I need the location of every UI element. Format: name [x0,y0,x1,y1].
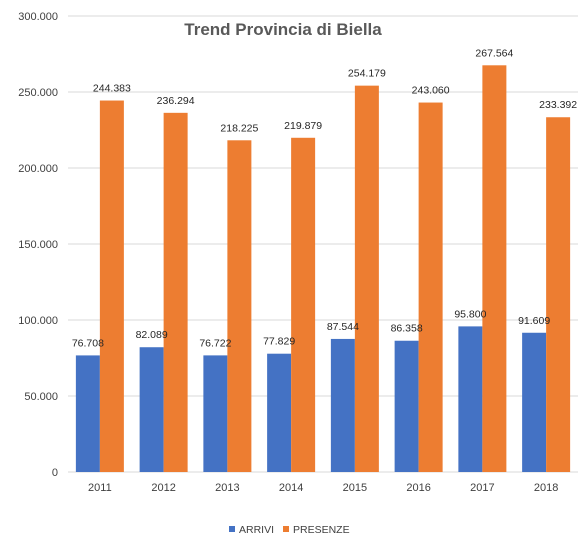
x-tick-label: 2014 [279,482,303,494]
data-label-presenze-2017: 267.564 [475,47,513,59]
x-tick-label: 2018 [534,482,558,494]
bar-arrivi-2011 [75,355,100,472]
bar-arrivi-2017 [458,326,483,472]
data-label-arrivi-2013: 76.722 [199,337,231,349]
y-tick-label: 0 [52,467,58,479]
data-label-presenze-2014: 219.879 [284,120,322,132]
x-axis-ticks: 2011 2012 2013 2014 2015 2016 2017 2018 [88,482,558,494]
x-tick-label: 2013 [215,482,239,494]
data-label-presenze-2013: 218.225 [220,122,258,134]
data-label-arrivi-2018: 91.609 [518,315,550,327]
data-label-presenze-2016: 243.060 [412,85,450,97]
y-tick-label: 100.000 [18,315,58,327]
y-tick-label: 150.000 [18,239,58,251]
data-label-presenze-2018: 233.392 [539,99,577,111]
legend: ARRIVI PRESENZE [229,524,350,536]
bar-arrivi-2013 [203,355,228,472]
data-label-arrivi-2016: 86.358 [391,323,423,335]
bar-arrivi-2016 [394,340,419,472]
data-label-arrivi-2012: 82.089 [136,329,168,341]
data-label-arrivi-2015: 87.544 [327,321,359,333]
legend-swatch-arrivi [229,526,235,532]
data-label-arrivi-2011: 76.708 [72,337,104,349]
y-tick-label: 200.000 [18,163,58,175]
x-tick-label: 2011 [88,482,112,494]
y-tick-label: 50.000 [24,391,58,403]
bar-arrivi-2014 [267,353,292,472]
bar-presenze-2013 [227,140,252,472]
bar-presenze-2014 [291,137,316,472]
bar-presenze-2018 [546,117,571,472]
bar-presenze-2017 [482,65,507,472]
data-label-arrivi-2014: 77.829 [263,336,295,348]
y-tick-label: 250.000 [18,87,58,99]
data-label-arrivi-2017: 95.800 [454,308,486,320]
bar-presenze-2012 [163,112,188,472]
bar-presenze-2015 [354,85,379,472]
legend-swatch-presenze [283,526,289,532]
bars [75,65,571,472]
bar-arrivi-2018 [522,332,547,472]
y-axis-ticks: 0 50.000 100.000 150.000 200.000 250.000 300.0… [18,11,58,479]
data-labels: 76.708 244.383 82.089 236.294 76.722 218.225 7… [72,47,577,349]
x-tick-label: 2015 [343,482,367,494]
legend-label-arrivi: ARRIVI [239,524,274,536]
x-tick-label: 2016 [406,482,430,494]
bar-presenze-2016 [418,102,443,472]
chart-title: Trend Provincia di Biella [184,20,382,39]
data-label-presenze-2015: 254.179 [348,68,386,80]
x-tick-label: 2012 [151,482,175,494]
bar-arrivi-2015 [330,338,355,472]
y-tick-label: 300.000 [18,11,58,23]
bar-arrivi-2012 [139,347,164,472]
data-label-presenze-2011: 244.383 [93,83,131,95]
legend-label-presenze: PRESENZE [293,524,350,536]
x-tick-label: 2017 [470,482,494,494]
data-label-presenze-2012: 236.294 [157,95,195,107]
bar-presenze-2011 [99,100,124,472]
